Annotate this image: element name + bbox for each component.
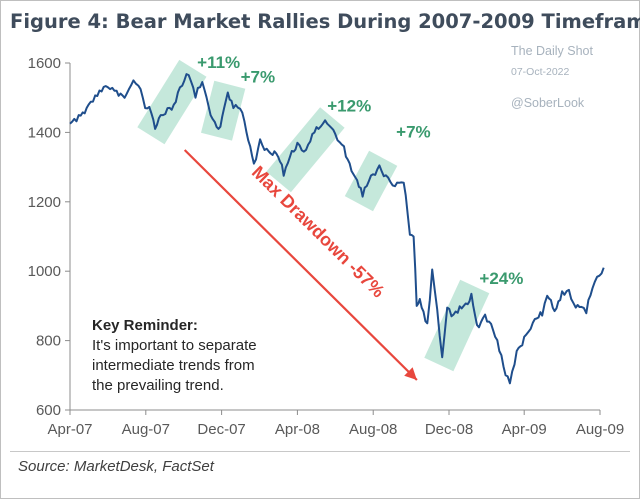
x-tick-label: Dec-08 [425, 421, 473, 438]
rally-label: +7% [396, 122, 431, 141]
rally-band [137, 59, 207, 145]
x-tick-label: Apr-09 [502, 421, 547, 438]
x-tick-label: Dec-07 [197, 421, 245, 438]
chart-title: Figure 4: Bear Market Rallies During 200… [10, 10, 640, 33]
y-tick-label: 1600 [28, 55, 61, 72]
x-tick-label: Aug-08 [349, 421, 397, 438]
y-tick-label: 600 [36, 402, 61, 419]
rally-labels: +11%+7%+12%+7%+24% [197, 53, 523, 288]
note-title: Key Reminder: [92, 317, 198, 334]
rally-band [344, 150, 398, 212]
source-note: Source: MarketDesk, FactSet [18, 458, 214, 475]
y-tick-label: 1200 [28, 194, 61, 211]
note-line-1: It's important to separate [92, 337, 257, 354]
source-divider [10, 451, 630, 452]
rally-label: +11% [197, 53, 240, 72]
note-line-3: the prevailing trend. [92, 377, 224, 394]
x-tick-label: Aug-09 [576, 421, 624, 438]
rally-label: +24% [479, 269, 523, 288]
drawdown-arrow-line [183, 149, 418, 381]
watermark-handle: @SoberLook [511, 96, 585, 110]
note-line-2: intermediate trends from [92, 357, 255, 374]
key-reminder-note: Key Reminder: It's important to separate… [92, 317, 257, 394]
watermark-name: The Daily Shot [511, 44, 593, 58]
x-tick-label: Apr-07 [47, 421, 92, 438]
rally-label: +7% [241, 67, 276, 86]
watermark-date: 07-Oct-2022 [511, 66, 570, 78]
series-line [69, 73, 605, 385]
y-tick-label: 800 [36, 333, 61, 350]
rally-label: +12% [327, 97, 371, 116]
y-tick-label: 1400 [28, 124, 61, 141]
x-tick-label: Aug-07 [122, 421, 170, 438]
y-tick-label: 1000 [28, 263, 61, 280]
x-tick-label: Apr-08 [275, 421, 320, 438]
drawdown-arrow-head [404, 367, 417, 380]
chart-axes: 600 800 1000 1200 1400 1600 Apr-07 Aug-07 Dec-07… [28, 55, 625, 438]
